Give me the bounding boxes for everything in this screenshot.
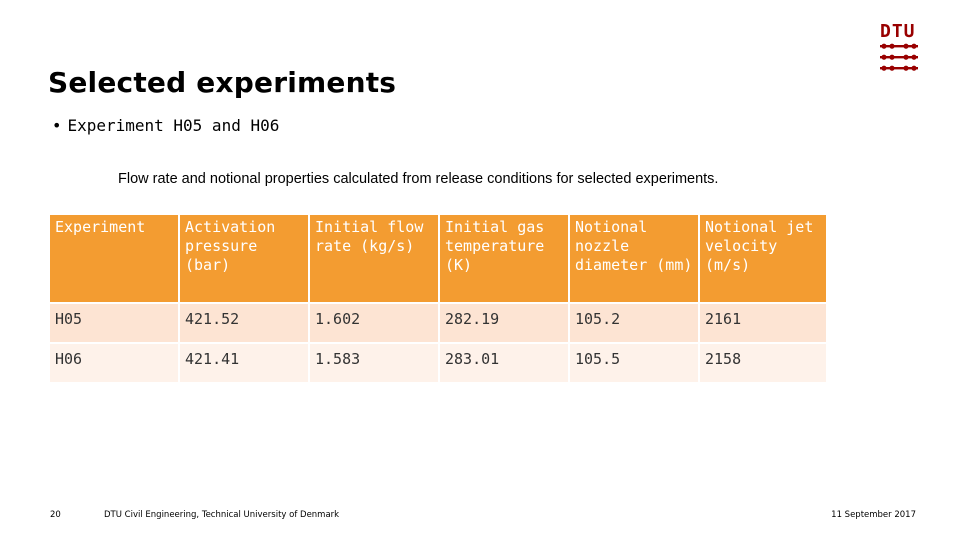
table-cell: 2161 [700, 304, 826, 342]
bullet-dot-icon: • [52, 116, 62, 135]
header-cell: Activation pressure (bar) [180, 215, 308, 302]
table-cell: 1.583 [310, 344, 438, 382]
experiments-table: Experiment Activation pressure (bar) Ini… [48, 213, 828, 384]
header-cell: Initial gas temperature (K) [440, 215, 568, 302]
header-cell: Notional nozzle diameter (mm) [570, 215, 698, 302]
table-cell: H06 [50, 344, 178, 382]
bullet-item: • Experiment H05 and H06 [52, 116, 279, 135]
table-caption: Flow rate and notional properties calcul… [118, 171, 719, 187]
table-cell: 1.602 [310, 304, 438, 342]
dtu-logo: DTU [880, 22, 918, 80]
dtu-logo-icon [880, 43, 918, 71]
footer-date: 11 September 2017 [831, 510, 916, 520]
logo-text: DTU [880, 21, 916, 42]
table-row: H05 421.52 1.602 282.19 105.2 2161 [50, 304, 826, 342]
table-cell: 105.5 [570, 344, 698, 382]
table-cell: 105.2 [570, 304, 698, 342]
bullet-text: Experiment H05 and H06 [67, 116, 280, 135]
table-header-row: Experiment Activation pressure (bar) Ini… [50, 215, 826, 302]
page-number: 20 [50, 510, 61, 520]
table-cell: 283.01 [440, 344, 568, 382]
footer-institution: DTU Civil Engineering, Technical Univers… [104, 510, 340, 520]
table-cell: H05 [50, 304, 178, 342]
slide-title: Selected experiments [48, 66, 397, 99]
table-row: H06 421.41 1.583 283.01 105.5 2158 [50, 344, 826, 382]
header-cell: Experiment [50, 215, 178, 302]
table-cell: 282.19 [440, 304, 568, 342]
table-cell: 421.41 [180, 344, 308, 382]
header-cell: Initial flow rate (kg/s) [310, 215, 438, 302]
table-cell: 421.52 [180, 304, 308, 342]
header-cell: Notional jet velocity (m/s) [700, 215, 826, 302]
table-cell: 2158 [700, 344, 826, 382]
